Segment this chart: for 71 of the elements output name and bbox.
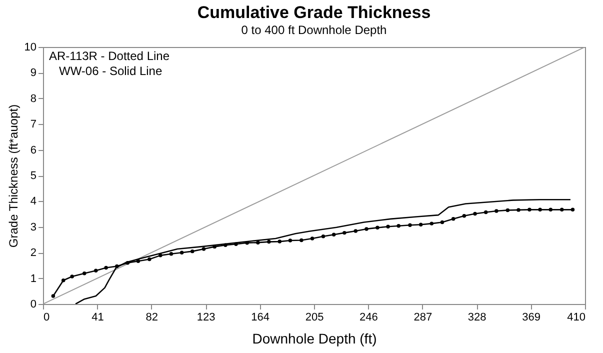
x-tick-label: 41: [92, 312, 104, 324]
chart-title: Cumulative Grade Thickness: [197, 3, 431, 22]
annotation: WW-06 - Solid Line: [59, 64, 162, 78]
x-tick-label: 205: [305, 312, 324, 324]
point: [386, 224, 390, 229]
point: [82, 272, 86, 276]
point: [440, 220, 444, 224]
y-tick-label: 6: [30, 144, 36, 156]
annotation: AR-113R - Dotted Line: [49, 49, 170, 63]
point: [548, 208, 552, 212]
chart-subtitle: 0 to 400 ft Downhole Depth: [241, 23, 387, 37]
point: [278, 240, 282, 244]
y-tick-label: 3: [30, 221, 36, 234]
point: [169, 252, 174, 256]
point: [408, 223, 412, 227]
y-tick-label: 4: [30, 196, 36, 208]
point: [158, 254, 162, 258]
point: [473, 212, 477, 216]
point: [342, 230, 346, 235]
point: [94, 268, 98, 272]
point: [560, 208, 564, 212]
point: [104, 266, 108, 270]
y-tick-label: 10: [24, 42, 36, 54]
point: [494, 209, 498, 213]
point: [70, 274, 74, 278]
point: [462, 214, 466, 218]
x-tick-label: 410: [567, 312, 586, 324]
y-tick-label: 8: [30, 92, 36, 105]
x-tick-label: 123: [196, 312, 216, 324]
point: [354, 229, 358, 233]
point: [570, 208, 575, 212]
y-tick-label: 2: [30, 247, 36, 260]
point: [202, 247, 206, 251]
point: [288, 238, 292, 242]
point: [396, 224, 400, 228]
point: [190, 249, 194, 254]
point: [267, 240, 271, 244]
y-tick-label: 0: [30, 298, 36, 310]
point: [364, 227, 368, 231]
point: [51, 294, 56, 298]
y-tick-label: 1: [30, 272, 36, 285]
point: [516, 208, 520, 212]
x-axis-title: Downhole Depth (ft): [252, 330, 377, 346]
point: [451, 217, 456, 221]
y-tick-label: 7: [30, 118, 36, 131]
point: [61, 278, 66, 282]
point: [332, 232, 336, 236]
point: [538, 208, 542, 212]
x-tick-label: 0: [44, 312, 50, 324]
point: [484, 210, 488, 214]
x-tick-label: 369: [522, 312, 540, 324]
x-tick-label: 328: [468, 312, 486, 324]
point: [376, 226, 380, 230]
point: [506, 208, 510, 212]
x-tick-label: 164: [251, 312, 270, 324]
y-tick-label: 5: [30, 170, 36, 182]
y-tick-label: 9: [30, 67, 36, 80]
point: [310, 236, 314, 240]
point: [148, 257, 152, 262]
point: [136, 259, 140, 263]
x-tick-label: 82: [146, 312, 158, 324]
point: [528, 208, 532, 212]
point: [321, 234, 326, 238]
point: [430, 222, 434, 226]
x-tick-label: 287: [414, 312, 432, 324]
point: [256, 240, 260, 244]
point: [300, 238, 304, 242]
point: [180, 250, 184, 254]
y-axis-title: Grade Thickness (ft*auopt): [6, 104, 20, 248]
x-tick-label: 246: [360, 312, 378, 324]
point: [418, 222, 423, 226]
